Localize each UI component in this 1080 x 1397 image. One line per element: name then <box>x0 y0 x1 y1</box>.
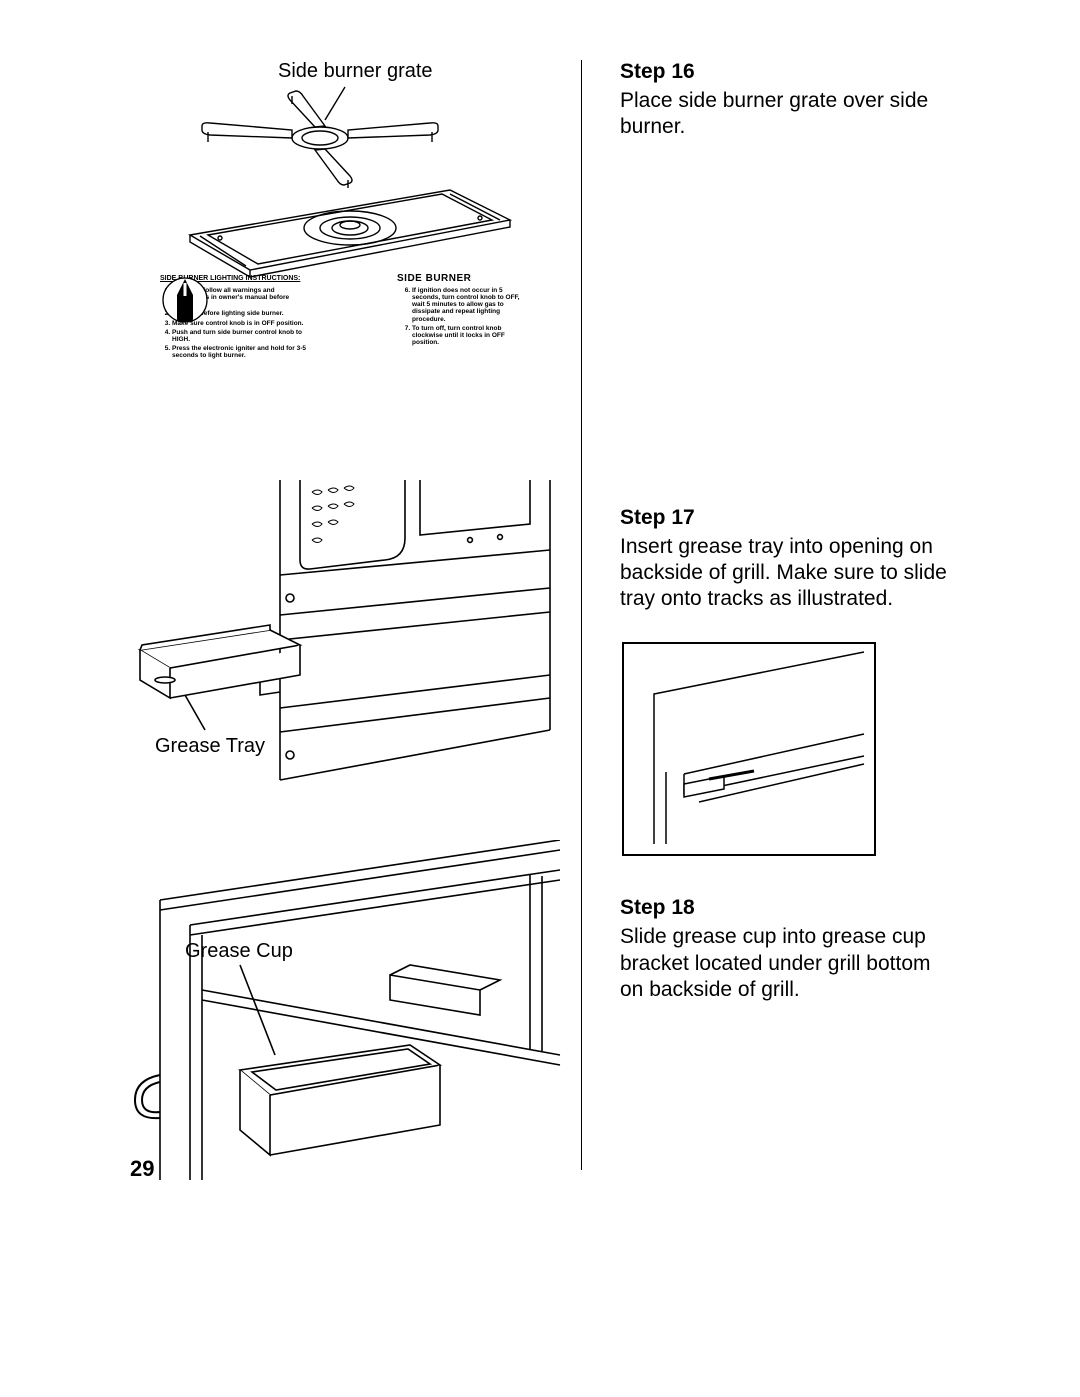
manual-page: Side burner grate <box>0 0 1080 1397</box>
panel-item: If ignition does not occur in 5 seconds,… <box>412 287 520 323</box>
step-16-body: Place side burner grate over side burner… <box>620 88 950 141</box>
grease-tray-detail-inset <box>622 642 876 856</box>
steps-column: Step 16 Place side burner grate over sid… <box>620 60 950 1033</box>
column-divider <box>581 60 582 1170</box>
callout-grease-tray: Grease Tray <box>155 735 265 758</box>
step-17-title: Step 17 <box>620 506 950 530</box>
panel-right-list: If ignition does not occur in 5 seconds,… <box>400 287 520 348</box>
control-knob-icon <box>160 275 210 325</box>
panel-item: Press the electronic igniter and hold fo… <box>172 345 310 359</box>
step-16-title: Step 16 <box>620 60 950 84</box>
figure-side-burner-grate: Side burner grate <box>150 60 570 390</box>
page-number: 29 <box>130 1156 154 1182</box>
panel-item: Push and turn side burner control knob t… <box>172 329 310 343</box>
grease-tray-illustration <box>130 480 570 820</box>
grease-cup-illustration <box>130 840 570 1180</box>
callout-grease-cup: Grease Cup <box>185 940 293 963</box>
tray-track-detail-icon <box>624 644 874 854</box>
side-burner-title: SIDE BURNER <box>397 273 471 284</box>
step-18-title: Step 18 <box>620 896 950 920</box>
step-17-body: Insert grease tray into opening on backs… <box>620 534 950 613</box>
figures-column: Side burner grate <box>130 60 570 1180</box>
step-18-body: Slide grease cup into grease cup bracket… <box>620 924 950 1003</box>
figure-grease-tray: Grease Tray <box>130 480 570 820</box>
side-burner-instruction-panel: SIDE BURNER LIGHTING INSTRUCTIONS: SIDE … <box>160 275 530 282</box>
figure-grease-cup: Grease Cup <box>130 840 570 1180</box>
panel-item: To turn off, turn control knob clockwise… <box>412 325 520 346</box>
